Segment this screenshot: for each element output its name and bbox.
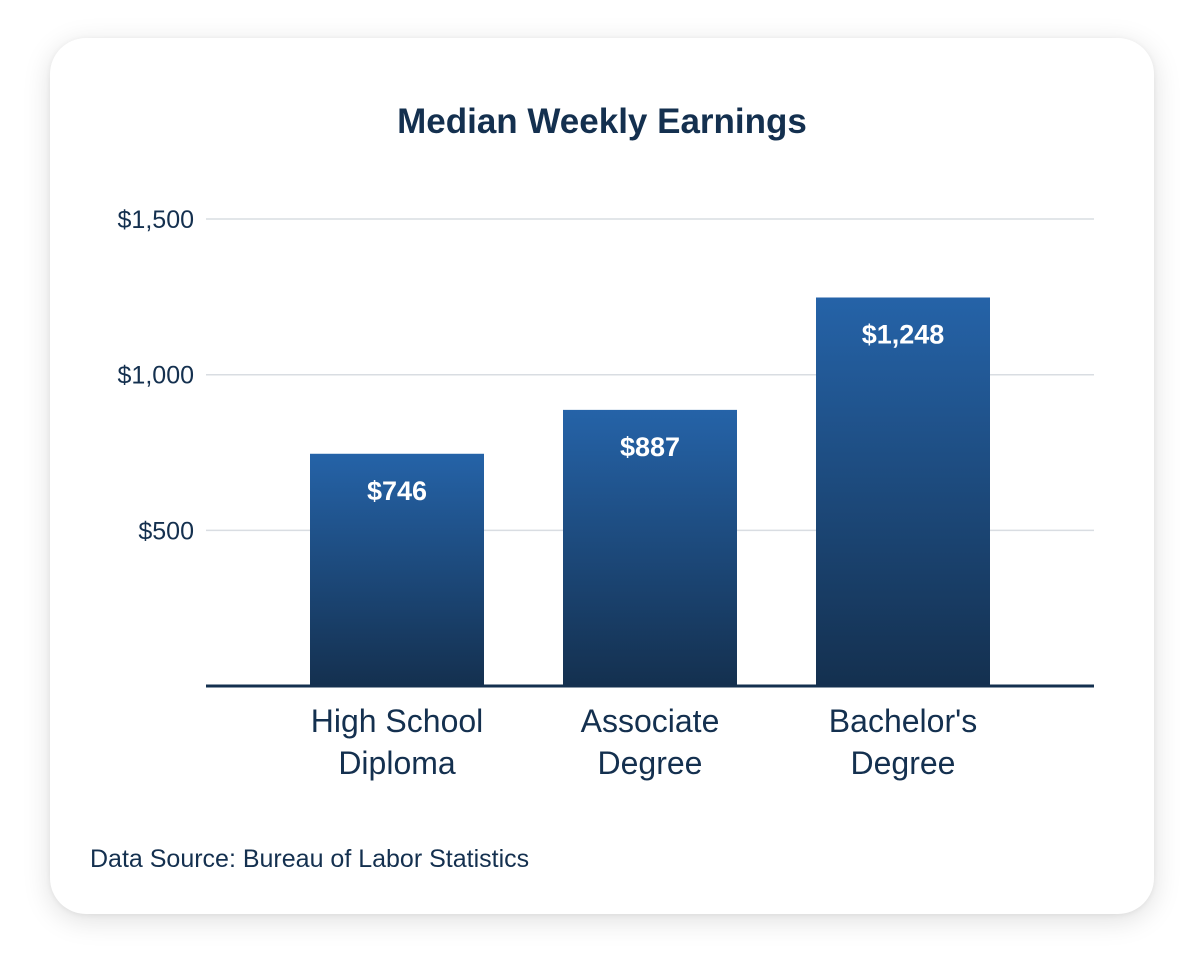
x-category-label: High School (311, 703, 484, 739)
bar (310, 453, 484, 686)
x-axis-categories: High School Diploma Associate Degree Bachelo… (311, 703, 977, 781)
y-tick-label: $1,000 (118, 362, 194, 390)
bar-value-label: $887 (620, 432, 680, 462)
x-category-label: Bachelor's (829, 703, 977, 739)
y-axis-ticks: $500 $1,000 $1,500 (118, 206, 194, 545)
bar-value-label: $746 (367, 476, 427, 506)
y-tick-label: $500 (138, 517, 194, 545)
x-category-label: Degree (598, 745, 703, 781)
data-source-note: Data Source: Bureau of Labor Statistics (90, 845, 529, 873)
y-tick-label: $1,500 (118, 206, 194, 234)
bar-value-label: $1,248 (862, 319, 945, 349)
x-category-label: Degree (851, 745, 956, 781)
bar (563, 409, 737, 686)
x-category-label: Associate (581, 703, 720, 739)
x-category-label: Diploma (338, 745, 456, 781)
bar (816, 297, 990, 686)
bars: $746 $887 $1,248 (310, 297, 990, 686)
chart-title: Median Weekly Earnings (397, 102, 807, 141)
